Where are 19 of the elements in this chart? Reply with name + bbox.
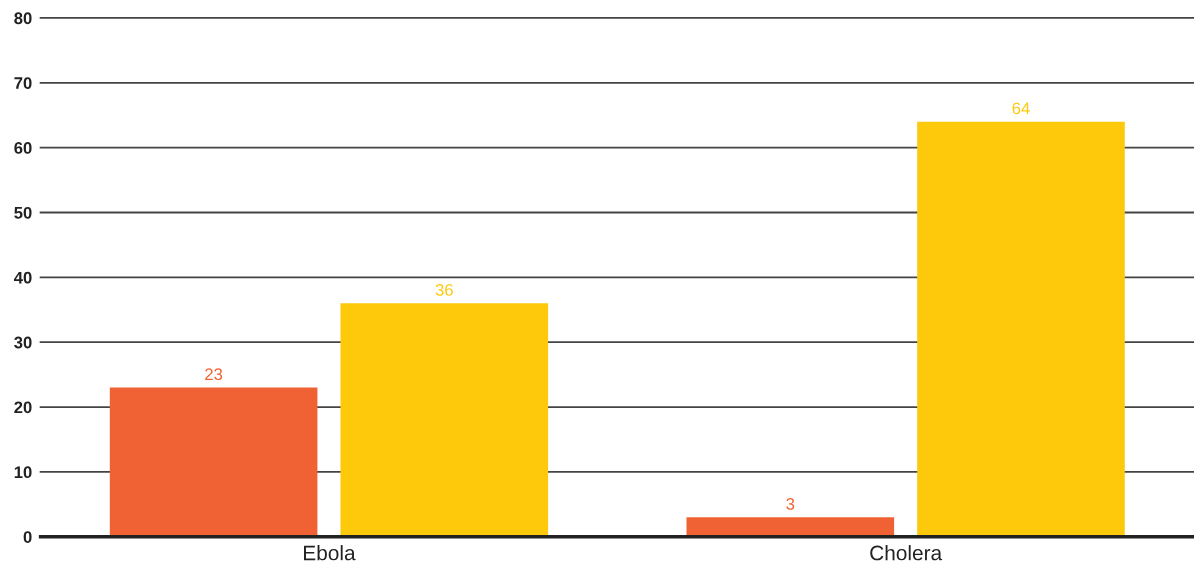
x-tick-label: Cholera	[870, 545, 943, 561]
bar	[340, 303, 549, 537]
bar	[109, 387, 318, 537]
y-tick-label: 10	[14, 466, 32, 479]
y-tick-label: 80	[14, 12, 32, 25]
y-tick-label: 60	[14, 142, 32, 154]
y-tick-label: 30	[14, 336, 32, 349]
data-label: 64	[1012, 102, 1030, 115]
x-tick-label: Ebola	[304, 545, 356, 561]
data-label: 23	[205, 368, 223, 381]
data-label: 3	[786, 498, 795, 510]
y-tick-label: 50	[14, 206, 32, 219]
y-tick-label: 40	[13, 271, 32, 284]
y-tick-label: 20	[14, 401, 32, 414]
y-tick-label: 70	[14, 77, 32, 89]
data-label: 36	[435, 284, 453, 296]
bar	[917, 121, 1125, 537]
y-tick-label: 0	[23, 531, 32, 543]
bar	[686, 517, 895, 537]
